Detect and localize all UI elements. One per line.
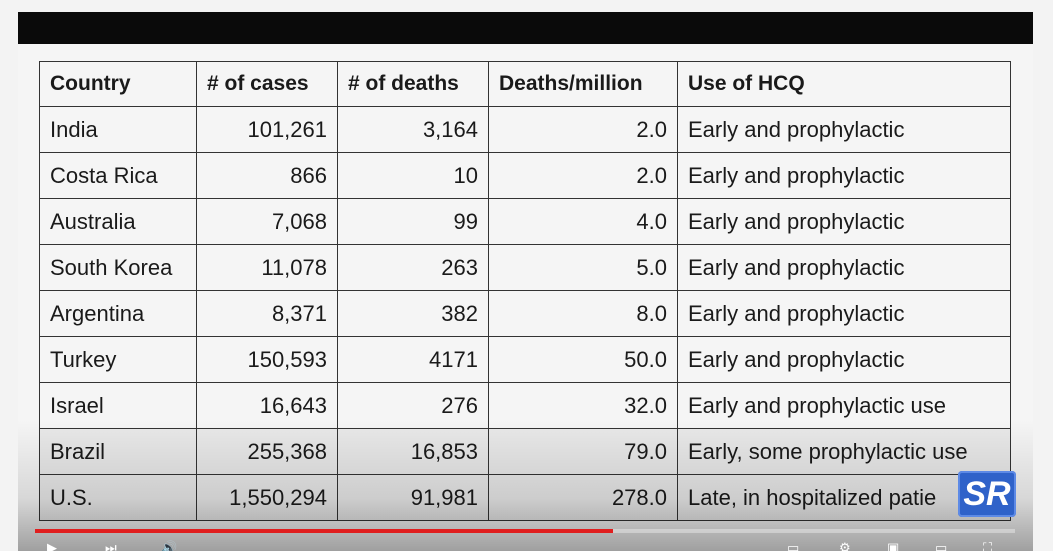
cell-deaths: 16,853: [337, 428, 489, 475]
header-deaths-per-million: Deaths/million: [488, 61, 678, 107]
table-row: Costa Rica 866 10 2.0 Early and prophyla…: [39, 152, 1011, 199]
player-controls: ▶ ⏭ 🔊 ▭ ⚙ ▣ ▭ ⛶: [35, 538, 1015, 551]
cell-use-of-hcq: Early and prophylactic: [677, 152, 1011, 199]
table-row: Brazil 255,368 16,853 79.0 Early, some p…: [39, 428, 1011, 475]
subtitles-icon[interactable]: ▭: [787, 540, 800, 551]
next-icon[interactable]: ⏭: [105, 540, 117, 551]
cell-deaths: 263: [337, 244, 489, 291]
cell-cases: 101,261: [196, 106, 338, 153]
cell-use-of-hcq: Early and prophylactic: [677, 290, 1011, 337]
cell-deaths-per-million: 2.0: [488, 106, 678, 153]
cell-country: Costa Rica: [39, 152, 197, 199]
progress-played: [35, 529, 614, 533]
logo-text: SR: [963, 474, 1011, 513]
cell-use-of-hcq: Late, in hospitalized patie: [677, 474, 1011, 521]
cell-cases: 11,078: [196, 244, 338, 291]
table-row: Argentina 8,371 382 8.0 Early and prophy…: [39, 290, 1011, 337]
cell-deaths: 3,164: [337, 106, 489, 153]
table-row: Turkey 150,593 4171 50.0 Early and proph…: [39, 336, 1011, 383]
cell-deaths: 382: [337, 290, 489, 337]
cell-cases: 8,371: [196, 290, 338, 337]
cell-deaths-per-million: 8.0: [488, 290, 678, 337]
cell-country: South Korea: [39, 244, 197, 291]
cell-use-of-hcq: Early and prophylactic: [677, 106, 1011, 153]
cell-deaths-per-million: 50.0: [488, 336, 678, 383]
cell-cases: 150,593: [196, 336, 338, 383]
cell-deaths: 276: [337, 382, 489, 429]
theater-icon[interactable]: ▭: [935, 540, 948, 551]
cell-use-of-hcq: Early and prophylactic use: [677, 382, 1011, 429]
header-deaths: # of deaths: [337, 61, 489, 107]
settings-icon[interactable]: ⚙: [839, 540, 851, 551]
volume-icon[interactable]: 🔊: [161, 540, 178, 551]
cell-cases: 866: [196, 152, 338, 199]
cell-country: Turkey: [39, 336, 197, 383]
table-row: Israel 16,643 276 32.0 Early and prophyl…: [39, 382, 1011, 429]
cell-country: U.S.: [39, 474, 197, 521]
table-row: U.S. 1,550,294 91,981 278.0 Late, in hos…: [39, 474, 1011, 521]
play-icon[interactable]: ▶: [47, 540, 57, 551]
cell-use-of-hcq: Early and prophylactic: [677, 198, 1011, 245]
cell-cases: 7,068: [196, 198, 338, 245]
cell-cases: 255,368: [196, 428, 338, 475]
cell-deaths: 10: [337, 152, 489, 199]
cell-deaths-per-million: 79.0: [488, 428, 678, 475]
table-header-row: Country # of cases # of deaths Deaths/mi…: [39, 61, 1011, 107]
cell-country: Brazil: [39, 428, 197, 475]
cell-deaths-per-million: 32.0: [488, 382, 678, 429]
cell-deaths: 91,981: [337, 474, 489, 521]
video-top-bar: [18, 12, 1033, 44]
video-progress-bar[interactable]: [35, 529, 1015, 533]
cell-cases: 16,643: [196, 382, 338, 429]
cell-cases: 1,550,294: [196, 474, 338, 521]
cell-deaths-per-million: 2.0: [488, 152, 678, 199]
header-cases: # of cases: [196, 61, 338, 107]
cell-deaths-per-million: 278.0: [488, 474, 678, 521]
miniplayer-icon[interactable]: ▣: [887, 540, 900, 551]
channel-logo: SR: [958, 471, 1016, 517]
cell-deaths-per-million: 5.0: [488, 244, 678, 291]
cell-country: Australia: [39, 198, 197, 245]
table-row: India 101,261 3,164 2.0 Early and prophy…: [39, 106, 1011, 153]
cell-deaths: 4171: [337, 336, 489, 383]
cell-country: India: [39, 106, 197, 153]
cell-use-of-hcq: Early and prophylactic: [677, 336, 1011, 383]
cell-country: Argentina: [39, 290, 197, 337]
cell-use-of-hcq: Early and prophylactic: [677, 244, 1011, 291]
table-row: Australia 7,068 99 4.0 Early and prophyl…: [39, 198, 1011, 245]
cell-deaths: 99: [337, 198, 489, 245]
header-country: Country: [39, 61, 197, 107]
cell-deaths-per-million: 4.0: [488, 198, 678, 245]
fullscreen-icon[interactable]: ⛶: [983, 540, 993, 551]
cell-country: Israel: [39, 382, 197, 429]
hcq-data-table: Country # of cases # of deaths Deaths/mi…: [39, 61, 1011, 521]
cell-use-of-hcq: Early, some prophylactic use: [677, 428, 1011, 475]
table-row: South Korea 11,078 263 5.0 Early and pro…: [39, 244, 1011, 291]
header-use-of-hcq: Use of HCQ: [677, 61, 1011, 107]
